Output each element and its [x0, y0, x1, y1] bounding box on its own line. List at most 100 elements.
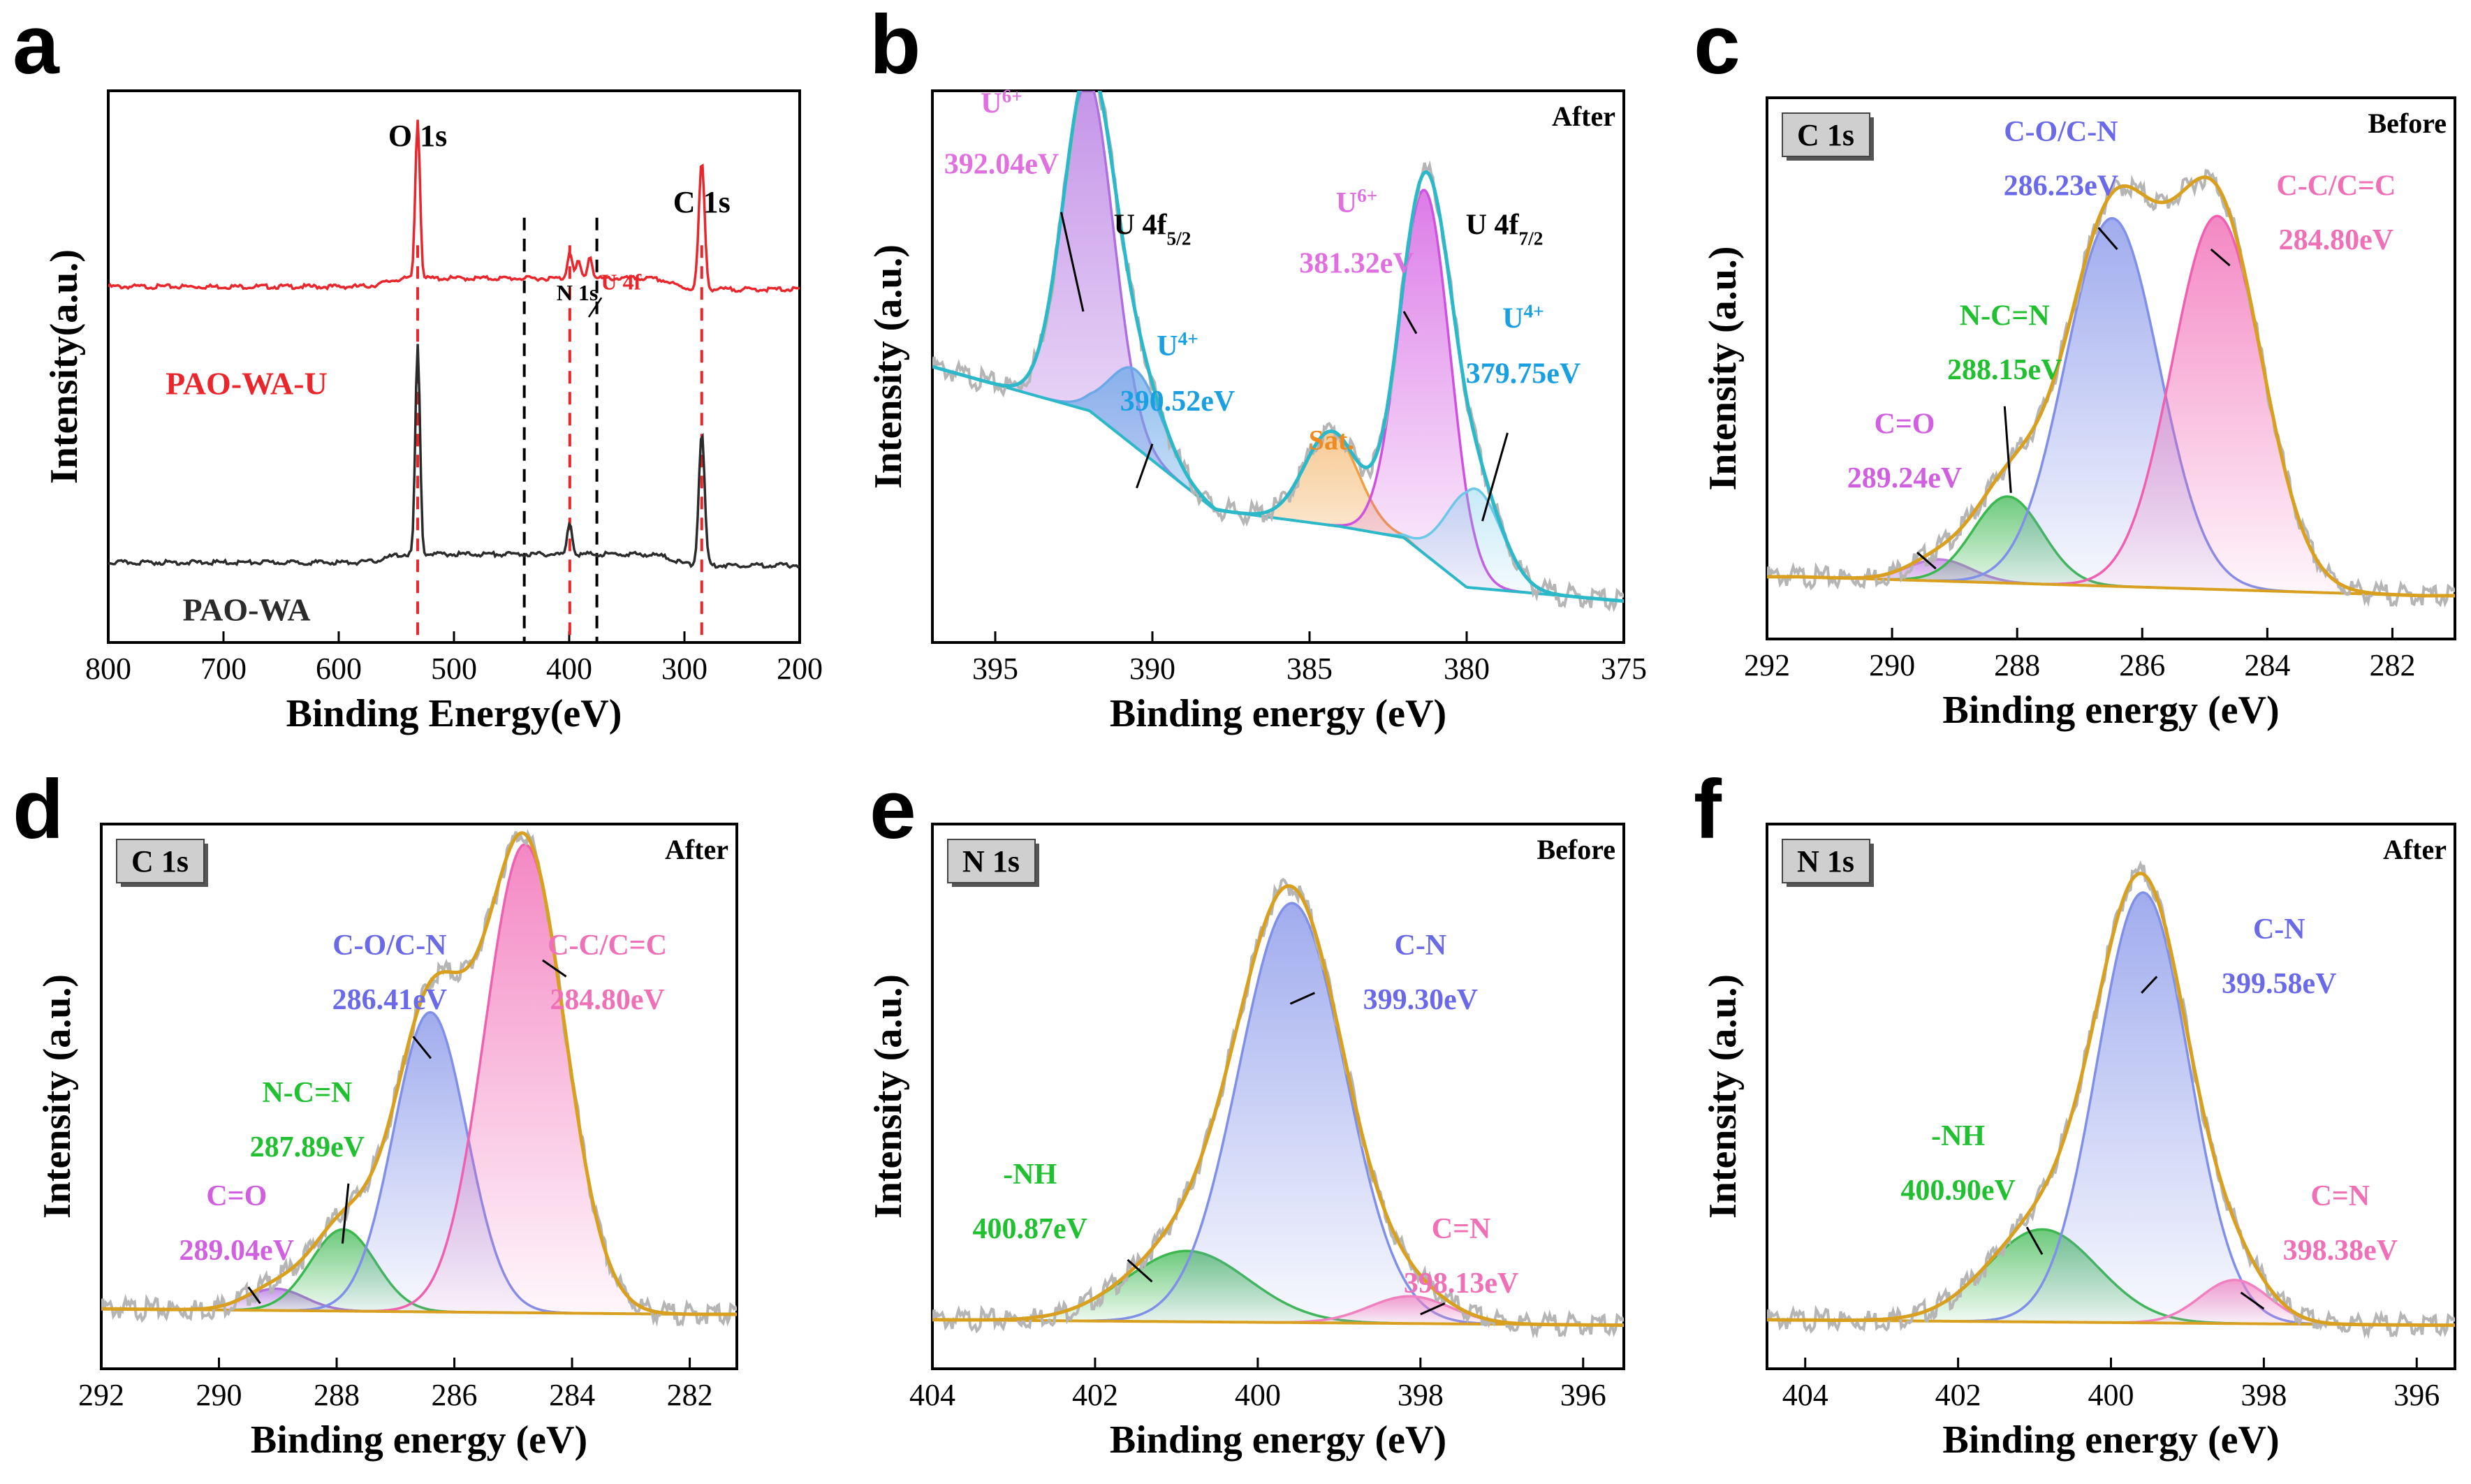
- y-axis-title: Intensity (a.u.): [867, 974, 910, 1219]
- annotation: PAO-WA-U: [166, 366, 328, 402]
- panel-letter-b: b: [870, 0, 921, 91]
- annotation: U 4f: [601, 269, 641, 294]
- x-axis-title: Binding Energy(eV): [286, 692, 622, 735]
- x-tick-label: 290: [196, 1378, 242, 1412]
- condition-label: After: [1552, 101, 1615, 132]
- peak-label: 289.04eV: [179, 1235, 294, 1267]
- peak-label: 400.90eV: [1900, 1175, 2015, 1207]
- peak-label: 399.58eV: [2222, 968, 2336, 1000]
- panel-letter-c: c: [1694, 0, 1740, 91]
- peak-label: C-C/C=C: [548, 930, 667, 962]
- x-tick-label: 402: [1072, 1378, 1118, 1412]
- x-tick-label: 390: [1129, 652, 1175, 686]
- condition-label: After: [665, 834, 728, 865]
- peak-label: C-N: [1394, 930, 1446, 962]
- badge-label: C 1s: [1797, 118, 1854, 152]
- x-tick-label: 385: [1286, 652, 1333, 686]
- plot-frame: [100, 823, 738, 1370]
- leader-line: [1127, 1258, 1153, 1283]
- x-tick-label: 292: [78, 1378, 124, 1412]
- x-axis-title: Binding energy (eV): [1110, 692, 1446, 735]
- peak-label: C-C/C=C: [2276, 170, 2396, 203]
- x-tick-label: 292: [1744, 648, 1790, 682]
- panel-letter-e: e: [870, 763, 916, 856]
- peak-label: N-C=N: [1960, 300, 2050, 332]
- leader-line: [1916, 551, 1937, 570]
- x-axis-title: Binding energy (eV): [1942, 689, 2279, 732]
- peak-label: 381.32eV: [1299, 248, 1414, 280]
- condition-label: Before: [1537, 834, 1615, 865]
- peak-label: 286.41eV: [332, 984, 447, 1016]
- badge-label: C 1s: [131, 844, 189, 879]
- x-axis-title: Binding energy (eV): [251, 1418, 587, 1462]
- plot-frame: [931, 823, 1625, 1370]
- x-axis-title: Binding energy (eV): [1942, 1418, 2279, 1462]
- peak-fill-2: [1767, 218, 2455, 596]
- x-tick-label: 398: [2241, 1378, 2287, 1412]
- peak-fill-3: [101, 844, 737, 1314]
- x-tick-label: 800: [85, 652, 131, 686]
- panel-e: e 404 402 400 398 396 Binding energy (eV) Inten…: [867, 763, 1625, 1462]
- y-axis-title: Intensity(a.u.): [43, 249, 86, 484]
- x-tick-label: 396: [1560, 1378, 1606, 1412]
- badge-label: N 1s: [1797, 844, 1854, 879]
- peak-label: Sat.: [1309, 425, 1355, 456]
- peak-fill-0: [932, 91, 1624, 601]
- x-tick-label: 404: [909, 1378, 955, 1412]
- peak-label: C-N: [2253, 913, 2305, 946]
- leader-line: [542, 959, 567, 978]
- y-axis-title: Intensity (a.u.): [867, 244, 910, 489]
- x-tick-label: 288: [314, 1378, 360, 1412]
- x-tick-label: 282: [667, 1378, 713, 1412]
- peak-fill-0: [932, 1251, 1624, 1325]
- peak-label: C-O/C-N: [332, 930, 446, 962]
- peak-label: -NH: [1003, 1159, 1057, 1191]
- leader-line: [2240, 1291, 2265, 1310]
- x-tick-label: 380: [1444, 652, 1490, 686]
- x-tick-label: 396: [2393, 1378, 2440, 1412]
- plot-area: [108, 119, 800, 642]
- annotation: C 1s: [673, 185, 731, 219]
- x-tick-label: 400: [546, 652, 592, 686]
- peak-fill-3: [932, 190, 1624, 601]
- leader-line: [1136, 443, 1154, 489]
- leader-line: [1060, 212, 1085, 312]
- x-tick-label: 395: [972, 652, 1018, 686]
- peak-label: C=N: [2311, 1180, 2370, 1212]
- peak-fill-1: [1767, 497, 2455, 596]
- peak-fill-3: [1767, 216, 2455, 596]
- background-line: [932, 365, 1624, 603]
- leader-line: [412, 1036, 432, 1059]
- x-tick-label: 284: [549, 1378, 595, 1412]
- x-tick-label: 400: [2088, 1378, 2134, 1412]
- peak-fill-4: [932, 367, 1624, 601]
- x-tick-label: 286: [2119, 648, 2165, 682]
- peak-label: 390.52eV: [1120, 385, 1235, 418]
- peak-fill-2: [1767, 1279, 2455, 1325]
- x-tick-label: 600: [316, 652, 362, 686]
- series-line-pao-wa: [108, 344, 800, 570]
- badge-box: [1782, 839, 1870, 883]
- x-tick-label: 300: [661, 652, 707, 686]
- panel-d: d 292 290 288 286 284 282 Binding energy (eV) In…: [13, 763, 738, 1462]
- plot-area: [101, 828, 737, 1327]
- peak-label: U 4f7/2: [1466, 209, 1544, 249]
- plot-area: [932, 91, 1624, 612]
- plot-area: [932, 878, 1624, 1339]
- peak-label: 284.80eV: [2279, 224, 2393, 256]
- panel-c: c 292 290 288 286 284 282 Binding energy (eV) In…: [1694, 0, 2456, 732]
- peak-fill-2: [932, 1296, 1624, 1325]
- peak-label: 286.23eV: [2004, 170, 2118, 203]
- peak-label: U6+: [1336, 185, 1378, 219]
- x-tick-label: 500: [431, 652, 477, 686]
- peak-label: 287.89eV: [250, 1131, 365, 1163]
- badge-box: [947, 839, 1036, 883]
- peak-label: 289.24eV: [1847, 462, 1962, 494]
- peak-label: 379.75eV: [1466, 358, 1581, 390]
- peak-label: 284.80eV: [550, 984, 664, 1016]
- envelope-line: [932, 884, 1624, 1328]
- peak-label: 288.15eV: [1947, 354, 2062, 386]
- raw-data-line: [932, 878, 1624, 1339]
- peak-fill-1: [1767, 892, 2455, 1325]
- peak-label: 392.04eV: [944, 149, 1059, 181]
